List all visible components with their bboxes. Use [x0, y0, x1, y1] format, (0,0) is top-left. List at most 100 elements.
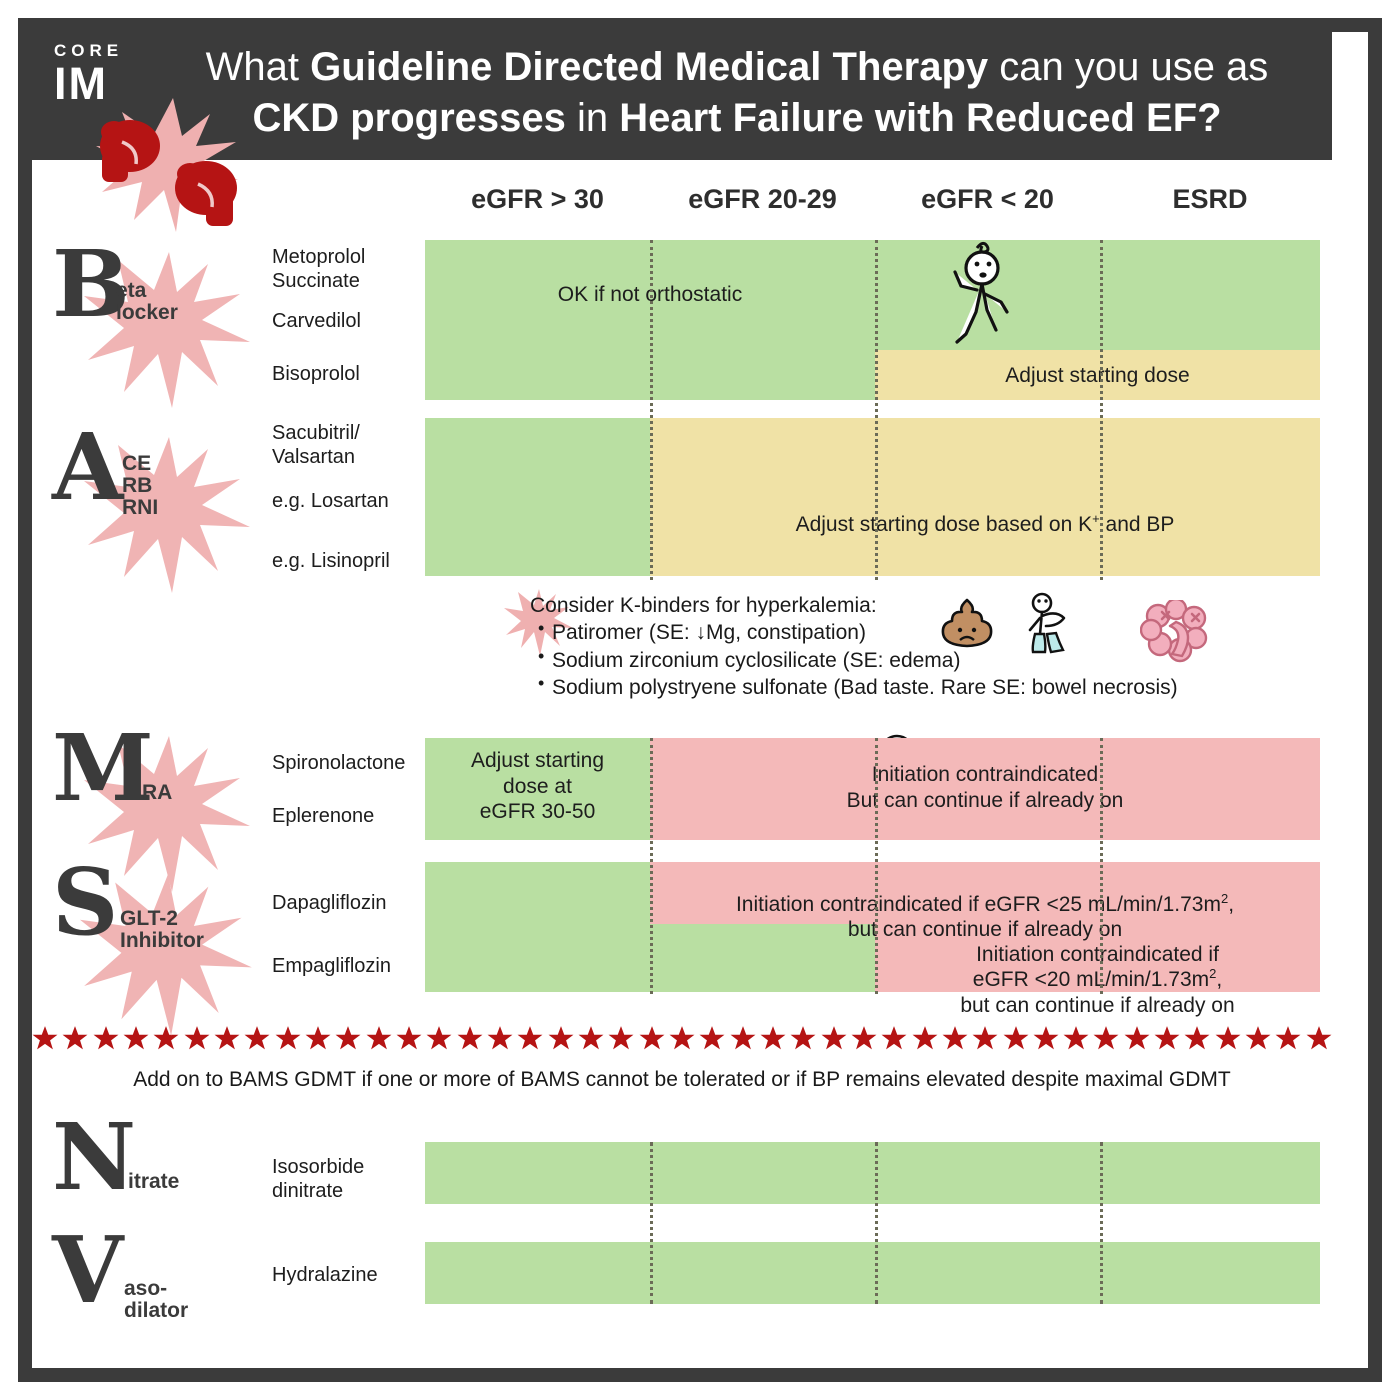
star-icon — [1185, 1026, 1210, 1050]
star-icon — [608, 1026, 634, 1050]
column-divider-6 — [1100, 738, 1103, 994]
drug-class-ace-arb-arni: A CE RB RNI — [44, 413, 274, 593]
starburst-icon — [80, 874, 252, 1036]
star-icon — [426, 1026, 452, 1050]
title-line-1: What Guideline Directed Medical Therapy … — [152, 44, 1322, 91]
star-icon — [32, 1026, 58, 1050]
class-letter: V — [52, 1216, 124, 1324]
k-binder-item-sps: Sodium polystryene sulfonate (Bad taste.… — [530, 672, 1330, 701]
drug-label-sacubitril: Sacubitril/ Valsartan — [272, 422, 360, 468]
star-icon — [1094, 1026, 1119, 1050]
drug-label-hydralazine: Hydralazine — [272, 1264, 378, 1286]
star-icon — [244, 1026, 270, 1050]
drug-label-dapagliflozin: Dapagliflozin — [272, 892, 387, 914]
cell-text-mra-green: Adjust starting dose at eGFR 30-50 — [470, 749, 605, 824]
acearb-text-pre: Adjust starting dose based on K — [795, 512, 1093, 536]
title-run: What — [205, 45, 311, 89]
star-icon — [1215, 1026, 1241, 1050]
star-icon — [578, 1026, 604, 1050]
star-icon — [396, 1026, 422, 1050]
class-letter: M — [52, 714, 154, 822]
star-icon — [153, 1026, 179, 1050]
drug-class-mra: M RA — [44, 714, 274, 892]
column-divider-1 — [650, 240, 653, 580]
star-icon — [851, 1026, 877, 1050]
cell-text-mra-red: Initiation contraindicated But can conti… — [846, 763, 1124, 812]
class-subtitle: eta locker — [116, 279, 178, 324]
starburst-icon — [84, 437, 250, 593]
footer-note: Add on to BAMS GDMT if one or more of BA… — [133, 1068, 1231, 1091]
cell-mra-red — [650, 738, 1320, 840]
intestine-icon — [1140, 600, 1208, 663]
edema-person-icon — [1028, 592, 1066, 654]
star-divider — [32, 1018, 1332, 1058]
class-letter: B — [52, 230, 130, 338]
star-icon — [366, 1026, 392, 1050]
acearb-text-sup: + — [1092, 510, 1100, 526]
star-icon — [1306, 1026, 1332, 1050]
cell-text-sglt-dapa: Initiation contraindicated if eGFR <25 m… — [650, 866, 1320, 943]
cell-acearb-yellow — [650, 418, 1320, 576]
sglt-dapa-sup: 2 — [1220, 890, 1229, 906]
cell-vasodilator-green — [425, 1242, 1320, 1304]
star-icon — [912, 1026, 937, 1050]
column-header-esrd: ESRD — [1172, 184, 1248, 214]
class-letter: S — [52, 848, 119, 956]
class-subtitle: RA — [142, 781, 173, 804]
star-icon — [972, 1026, 998, 1050]
star-icon — [305, 1026, 331, 1050]
starburst-icon — [84, 252, 250, 408]
star-icon — [942, 1026, 968, 1050]
star-icon — [669, 1026, 695, 1050]
star-icon — [275, 1026, 301, 1050]
drug-label-empagliflozin: Empagliflozin — [272, 955, 391, 977]
column-header-egfr-20-29: eGFR 20-29 — [688, 184, 837, 214]
class-letter: A — [52, 413, 124, 521]
cell-text-beta-ok: OK if not orthostatic — [557, 283, 743, 306]
column-headers: eGFR > 30 eGFR 20-29 eGFR < 20 ESRD — [32, 184, 1332, 224]
cell-text-beta-adjust: Adjust starting dose — [1005, 364, 1190, 387]
drug-label-isosorbide: Isosorbide dinitrate — [272, 1156, 365, 1202]
drug-label-eplerenone: Eplerenone — [272, 805, 375, 827]
class-subtitle: aso- dilator — [124, 1277, 189, 1322]
cell-sglt-empa-red — [875, 924, 1320, 992]
drug-class-sglt2-inhibitor: S GLT-2 Inhibitor — [44, 848, 274, 1036]
drug-class-nitrate: N itrate — [44, 1111, 274, 1235]
cell-text-sglt-empa: Initiation contraindicated if eGFR <20 m… — [875, 916, 1320, 1018]
star-icon — [1063, 1026, 1089, 1050]
cell-mra-green — [425, 738, 650, 840]
drug-class-vasodilator: V aso- dilator — [44, 1216, 274, 1348]
cell-beta-adjust-dose — [875, 350, 1320, 400]
dizzy-person-icon — [953, 241, 1009, 344]
cell-beta-green-top — [425, 240, 1320, 350]
drug-label-carvedilol: Carvedilol — [272, 310, 361, 332]
drug-label-spironolactone: Spironolactone — [272, 752, 406, 774]
poop-icon — [941, 598, 993, 648]
column-divider-5 — [875, 738, 878, 994]
star-icon — [730, 1026, 756, 1050]
star-icon — [62, 1026, 88, 1050]
cell-nitrate-green — [425, 1142, 1320, 1204]
star-icon — [93, 1026, 119, 1050]
drug-label-metoprolol: Metoprolol Succinate — [272, 246, 366, 292]
star-icon — [517, 1026, 543, 1050]
star-icon — [548, 1026, 574, 1050]
star-icon — [1275, 1026, 1301, 1050]
star-icon — [184, 1026, 210, 1050]
drug-label-losartan: e.g. Losartan — [272, 490, 389, 512]
sglt-empa-sup: 2 — [1209, 966, 1217, 982]
k-binder-heading: Consider K-binders for hyperkalemia: — [530, 594, 877, 617]
class-subtitle: GLT-2 Inhibitor — [120, 907, 204, 952]
drug-label-lisinopril: e.g. Lisinopril — [272, 550, 390, 572]
column-header-egfr-gt30: eGFR > 30 — [471, 184, 604, 214]
star-icon — [1033, 1026, 1059, 1050]
class-subtitle: CE RB RNI — [122, 452, 159, 519]
title-run: can you use as — [988, 45, 1269, 89]
therapy-matrix: eGFR > 30 eGFR 20-29 eGFR < 20 ESRD B et… — [32, 160, 1332, 1340]
sglt-empa-pre: Initiation contraindicated if eGFR <20 m… — [972, 942, 1219, 992]
cell-sglt-empa-green-col2 — [650, 924, 875, 992]
acearb-text-post: and BP — [1099, 512, 1175, 536]
star-icon — [335, 1026, 361, 1050]
star-icon — [457, 1026, 483, 1050]
